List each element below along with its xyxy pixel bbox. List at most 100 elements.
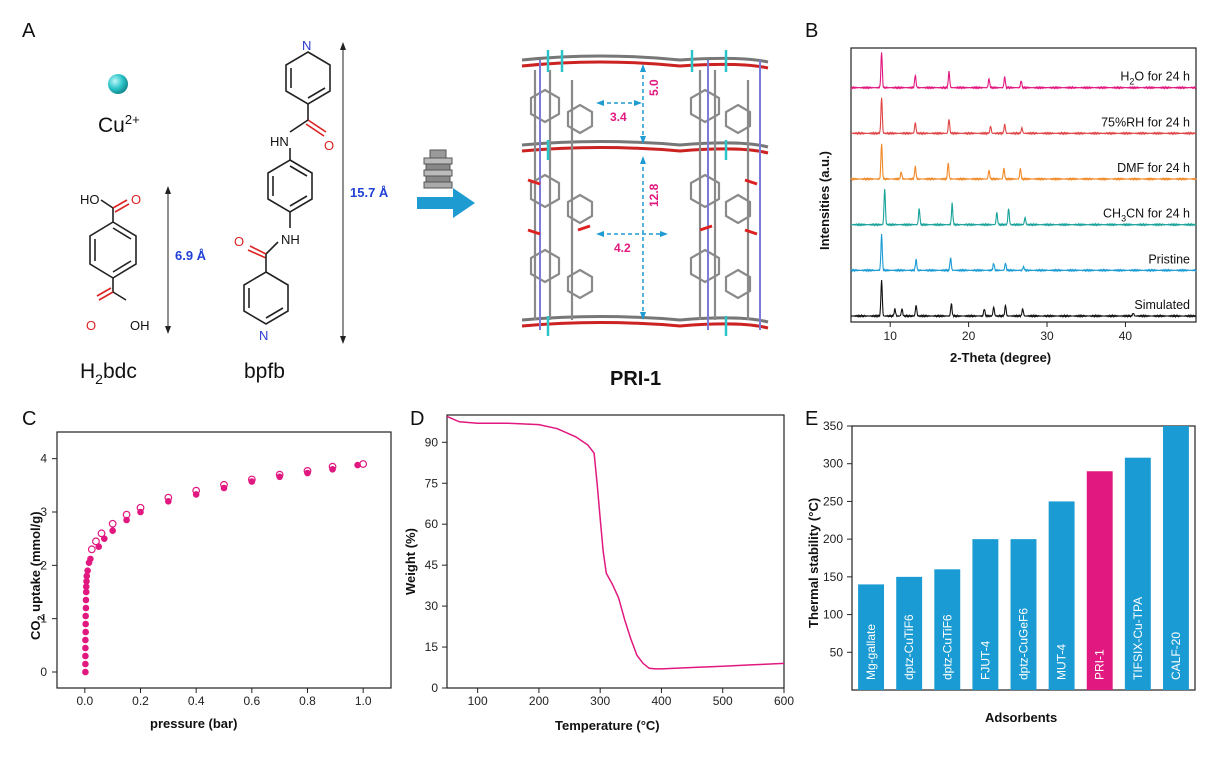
panel-d-xtick-label: 300 (590, 694, 610, 708)
panel-c-adsorption-point (354, 461, 361, 469)
panel-d-ytick-label: 60 (425, 517, 439, 531)
panel-c-xtick-label: 1.0 (355, 694, 372, 708)
panel-letter-e: E (805, 408, 819, 430)
atom-ho: HO (80, 192, 100, 207)
dim-top-vertical: 5.0 (647, 79, 661, 96)
panel-c-adsorption-point (82, 596, 90, 604)
reaction-arrow (417, 188, 475, 218)
panel-e-ylabel: Thermal stability (°C) (806, 498, 821, 628)
panel-c-adsorption-point (82, 644, 89, 652)
panel-c-adsorption-point (304, 469, 311, 477)
panel-c-adsorption-point (82, 636, 89, 644)
panel-e-bar (858, 584, 885, 690)
panel-b-frame (850, 47, 1197, 323)
panel-e-bar (1048, 501, 1075, 690)
panel-c-adsorption-point (123, 516, 130, 524)
panel-c-ytick-label: 3 (40, 505, 47, 519)
panel-e-bar (972, 539, 999, 690)
panel-b-series-label-main: DMF for 24 h (1117, 161, 1190, 175)
panel-c-frame (56, 431, 392, 689)
panel-b-series-label-rest: O for 24 h (1134, 70, 1190, 84)
panel-c-adsorption-point (82, 660, 89, 668)
panel-b-xrd-chart: 10 20 30 40 H2O for 24 h 75%RH for 24 h DMF fo… (817, 47, 1197, 365)
panel-b-series-label-main: CH (1103, 207, 1121, 221)
panel-b-series-label: Simulated (1134, 298, 1190, 312)
panel-c-adsorption-point (137, 508, 144, 516)
panel-c-ytick-label: 0 (40, 665, 47, 679)
atom-nh: NH (281, 232, 300, 247)
panel-b-xlabel: 2-Theta (degree) (950, 350, 1051, 365)
panel-b-xtick-label: 20 (962, 329, 976, 343)
panel-c-xtick-label: 0.8 (299, 694, 316, 708)
atom-hn: HN (270, 134, 289, 149)
panel-e-bar (1162, 426, 1189, 690)
panel-c-adsorption-point (82, 604, 90, 612)
atom-o2: O (86, 318, 96, 333)
panel-c-adsorption-point (87, 555, 94, 563)
panel-c-adsorption-point (82, 620, 89, 628)
pri1-label: PRI-1 (610, 368, 661, 390)
panel-e-xlabel: Adsorbents (985, 710, 1057, 725)
panel-c-xtick-label: 0.6 (243, 694, 260, 708)
panel-b-xtick-label: 40 (1119, 329, 1133, 343)
panel-c-adsorption-point (82, 583, 90, 590)
panel-c-ytick-label: 4 (40, 452, 47, 466)
panel-c-adsorption-point (95, 543, 103, 550)
panel-letter-c: C (22, 408, 37, 430)
panel-c-adsorption-point (84, 567, 91, 574)
panel-c-adsorption-point (82, 588, 90, 596)
panel-c-adsorption-point (82, 612, 89, 620)
panel-b-series-line (850, 189, 1197, 227)
panel-b-xtick-label: 10 (884, 329, 898, 343)
panel-c-desorption-point (97, 529, 106, 538)
h2bdc-structure (89, 199, 137, 301)
panel-d-ytick-label: 90 (425, 435, 439, 449)
dim-mid-vertical: 12.8 (647, 183, 661, 207)
panel-e-bar-label: MUT-4 (1055, 644, 1069, 680)
atom-oh: OH (130, 318, 150, 333)
panel-e-bar (1086, 471, 1113, 690)
panel-c-adsorption-point (220, 484, 228, 492)
panel-c-adsorption-point (83, 578, 90, 585)
panel-c-adsorption-point (109, 527, 116, 534)
atom-o1: O (131, 192, 141, 207)
panel-c-adsorption-point (82, 668, 89, 676)
panel-d-ylabel: Weight (%) (403, 528, 418, 595)
panel-e-bar-label: FJUT-4 (978, 640, 992, 680)
panel-e-ytick-label: 150 (823, 570, 843, 584)
panel-c-xtick-label: 0.0 (76, 694, 93, 708)
panel-e-ytick-label: 350 (823, 419, 843, 433)
panel-b-series-line (850, 97, 1197, 136)
panel-c-adsorption-point (276, 473, 283, 481)
panel-b-series-label-main: H (1120, 70, 1129, 84)
panel-d-frame (446, 414, 785, 689)
panel-c-adsorption-point (83, 572, 91, 580)
panel-c-desorption-point (87, 545, 96, 554)
panel-e-bar-label: dptz-CuTiF6 (902, 614, 916, 680)
cu-ion-sphere (108, 74, 128, 94)
panel-a-molecules: Cu2+ HO O O OH H2bdc 6.9 Å (80, 38, 769, 390)
atom-o-low: O (234, 234, 244, 249)
panel-e-ytick-label: 50 (830, 645, 844, 659)
panel-b-series-line (850, 143, 1197, 182)
panel-c-adsorption-point (82, 628, 89, 636)
bpfb-structure (243, 51, 331, 325)
panel-c-xtick-label: 0.2 (132, 694, 149, 708)
panel-d-xtick-label: 100 (468, 694, 488, 708)
dim-mid-horizontal: 4.2 (614, 241, 631, 255)
panel-e-bar (934, 569, 961, 690)
panel-letter-b: B (805, 20, 819, 42)
panel-e-bar (1124, 457, 1151, 690)
panel-letter-d: D (410, 408, 425, 430)
panel-b-series-line (850, 233, 1197, 273)
panel-d-weight-line (446, 415, 785, 670)
panel-e-bar-label: Mg-gallate (864, 624, 878, 680)
panel-c-ytick-label: 2 (40, 558, 47, 572)
panel-b-series-label-rest: CN for 24 h (1126, 207, 1190, 221)
dim-top-horizontal: 3.4 (610, 110, 627, 124)
panel-e-bar-label: dptz-CuGeF6 (1017, 608, 1031, 680)
panel-e-bar-label: CALF-20 (1169, 632, 1183, 680)
panel-b-series-label: DMF for 24 h (1117, 161, 1190, 175)
atom-o-up: O (324, 138, 334, 153)
